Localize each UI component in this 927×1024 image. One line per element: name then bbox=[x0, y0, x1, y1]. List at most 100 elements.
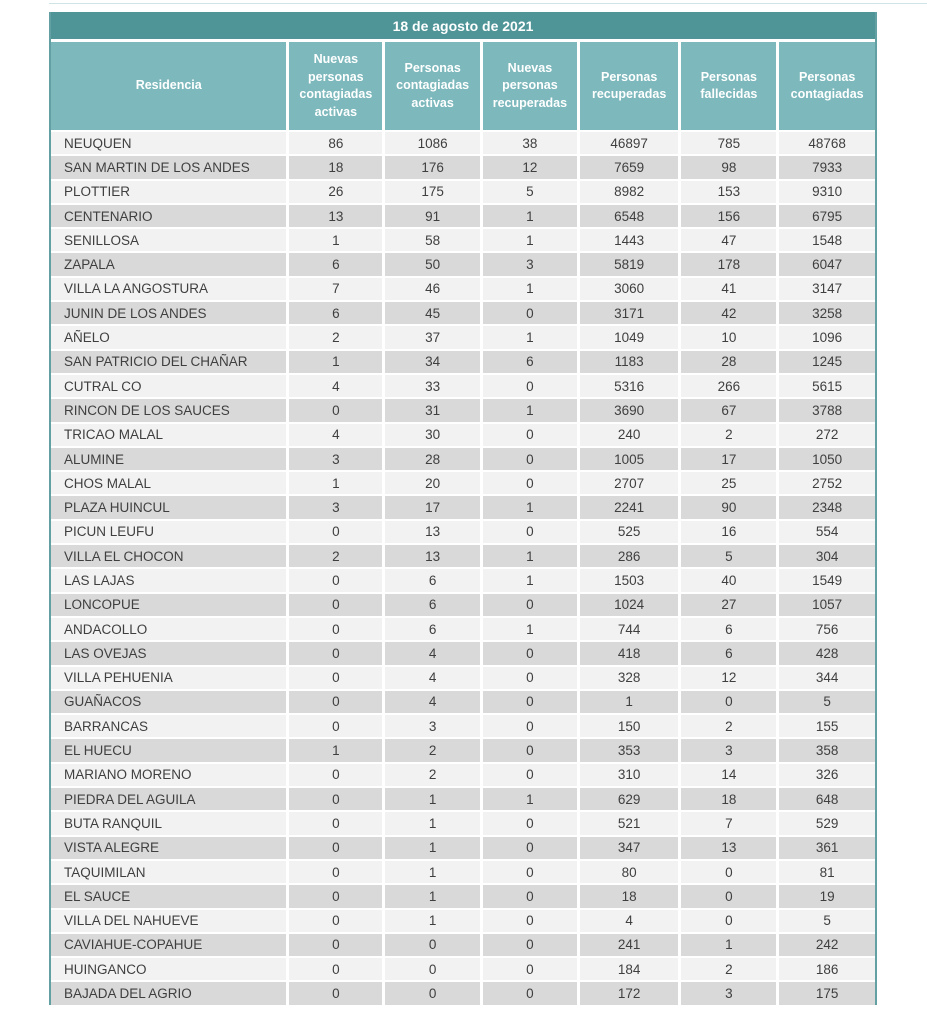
value-cell: 2752 bbox=[779, 472, 875, 495]
value-cell: 6 bbox=[681, 617, 777, 641]
value-cell: 5819 bbox=[579, 253, 679, 276]
value-cell: 1 bbox=[385, 909, 481, 932]
residencia-cell: BARRANCAS bbox=[51, 715, 287, 738]
value-cell: 25 bbox=[681, 472, 777, 495]
value-cell: 3690 bbox=[579, 399, 679, 422]
value-cell: 0 bbox=[289, 812, 383, 835]
value-cell: 3 bbox=[385, 715, 481, 738]
value-cell: 1 bbox=[483, 204, 577, 228]
residencia-cell: VILLA EL CHOCON bbox=[51, 545, 287, 568]
residencia-cell: ALUMINE bbox=[51, 447, 287, 471]
value-cell: 0 bbox=[289, 933, 383, 957]
value-cell: 0 bbox=[483, 958, 577, 981]
value-cell: 184 bbox=[579, 958, 679, 981]
residencia-cell: EL SAUCE bbox=[51, 885, 287, 908]
value-cell: 175 bbox=[385, 180, 481, 203]
residencia-cell: VILLA PEHUENIA bbox=[51, 666, 287, 689]
value-cell: 46897 bbox=[579, 132, 679, 155]
value-cell: 0 bbox=[681, 690, 777, 714]
value-cell: 4 bbox=[289, 374, 383, 398]
column-header-7: Personas contagiadas bbox=[779, 42, 875, 130]
residencia-cell: BAJADA DEL AGRIO bbox=[51, 982, 287, 1005]
value-cell: 8982 bbox=[579, 180, 679, 203]
value-cell: 2707 bbox=[579, 472, 679, 495]
residencia-cell: TRICAO MALAL bbox=[51, 423, 287, 446]
value-cell: 3 bbox=[289, 496, 383, 519]
value-cell: 81 bbox=[779, 860, 875, 884]
value-cell: 18 bbox=[289, 156, 383, 179]
value-cell: 525 bbox=[579, 520, 679, 544]
residencia-cell: CAVIAHUE-COPAHUE bbox=[51, 933, 287, 957]
value-cell: 0 bbox=[289, 763, 383, 787]
residencia-cell: GUAÑACOS bbox=[51, 690, 287, 714]
value-cell: 0 bbox=[289, 399, 383, 422]
value-cell: 0 bbox=[483, 520, 577, 544]
value-cell: 0 bbox=[483, 763, 577, 787]
value-cell: 2 bbox=[681, 715, 777, 738]
residencia-cell: CUTRAL CO bbox=[51, 374, 287, 398]
value-cell: 2 bbox=[385, 739, 481, 762]
value-cell: 28 bbox=[681, 350, 777, 373]
value-cell: 7 bbox=[681, 812, 777, 835]
value-cell: 3258 bbox=[779, 302, 875, 325]
value-cell: 13 bbox=[385, 545, 481, 568]
value-cell: 1245 bbox=[779, 350, 875, 373]
value-cell: 156 bbox=[681, 204, 777, 228]
value-cell: 1 bbox=[483, 326, 577, 349]
value-cell: 0 bbox=[289, 666, 383, 689]
value-cell: 0 bbox=[483, 423, 577, 446]
value-cell: 3 bbox=[681, 982, 777, 1005]
residencia-cell: AÑELO bbox=[51, 326, 287, 349]
value-cell: 10 bbox=[681, 326, 777, 349]
value-cell: 2 bbox=[385, 763, 481, 787]
value-cell: 0 bbox=[289, 860, 383, 884]
value-cell: 4 bbox=[385, 690, 481, 714]
value-cell: 45 bbox=[385, 302, 481, 325]
value-cell: 648 bbox=[779, 788, 875, 811]
value-cell: 2241 bbox=[579, 496, 679, 519]
value-cell: 12 bbox=[483, 156, 577, 179]
value-cell: 1 bbox=[385, 885, 481, 908]
residencia-cell: ZAPALA bbox=[51, 253, 287, 276]
value-cell: 153 bbox=[681, 180, 777, 203]
residencia-cell: ANDACOLLO bbox=[51, 617, 287, 641]
value-cell: 0 bbox=[483, 982, 577, 1005]
value-cell: 16 bbox=[681, 520, 777, 544]
value-cell: 1049 bbox=[579, 326, 679, 349]
value-cell: 0 bbox=[483, 812, 577, 835]
value-cell: 12 bbox=[681, 666, 777, 689]
value-cell: 6 bbox=[385, 569, 481, 592]
value-cell: 0 bbox=[289, 617, 383, 641]
value-cell: 1057 bbox=[779, 593, 875, 616]
value-cell: 326 bbox=[779, 763, 875, 787]
residencia-cell: VILLA LA ANGOSTURA bbox=[51, 277, 287, 301]
value-cell: 1 bbox=[483, 569, 577, 592]
value-cell: 1 bbox=[289, 350, 383, 373]
residencia-cell: CENTENARIO bbox=[51, 204, 287, 228]
value-cell: 26 bbox=[289, 180, 383, 203]
value-cell: 42 bbox=[681, 302, 777, 325]
value-cell: 0 bbox=[483, 302, 577, 325]
value-cell: 1024 bbox=[579, 593, 679, 616]
value-cell: 1183 bbox=[579, 350, 679, 373]
value-cell: 5 bbox=[483, 180, 577, 203]
residencia-cell: BUTA RANQUIL bbox=[51, 812, 287, 835]
value-cell: 0 bbox=[289, 885, 383, 908]
value-cell: 266 bbox=[681, 374, 777, 398]
value-cell: 0 bbox=[483, 933, 577, 957]
value-cell: 7 bbox=[289, 277, 383, 301]
value-cell: 529 bbox=[779, 812, 875, 835]
value-cell: 67 bbox=[681, 399, 777, 422]
value-cell: 1503 bbox=[579, 569, 679, 592]
top-hairline bbox=[49, 3, 927, 4]
value-cell: 0 bbox=[289, 958, 383, 981]
value-cell: 13 bbox=[385, 520, 481, 544]
value-cell: 5 bbox=[779, 690, 875, 714]
value-cell: 328 bbox=[579, 666, 679, 689]
value-cell: 347 bbox=[579, 836, 679, 859]
value-cell: 0 bbox=[483, 666, 577, 689]
value-cell: 744 bbox=[579, 617, 679, 641]
residencia-cell: PICUN LEUFU bbox=[51, 520, 287, 544]
value-cell: 3 bbox=[483, 253, 577, 276]
residencia-cell: LAS OVEJAS bbox=[51, 642, 287, 665]
